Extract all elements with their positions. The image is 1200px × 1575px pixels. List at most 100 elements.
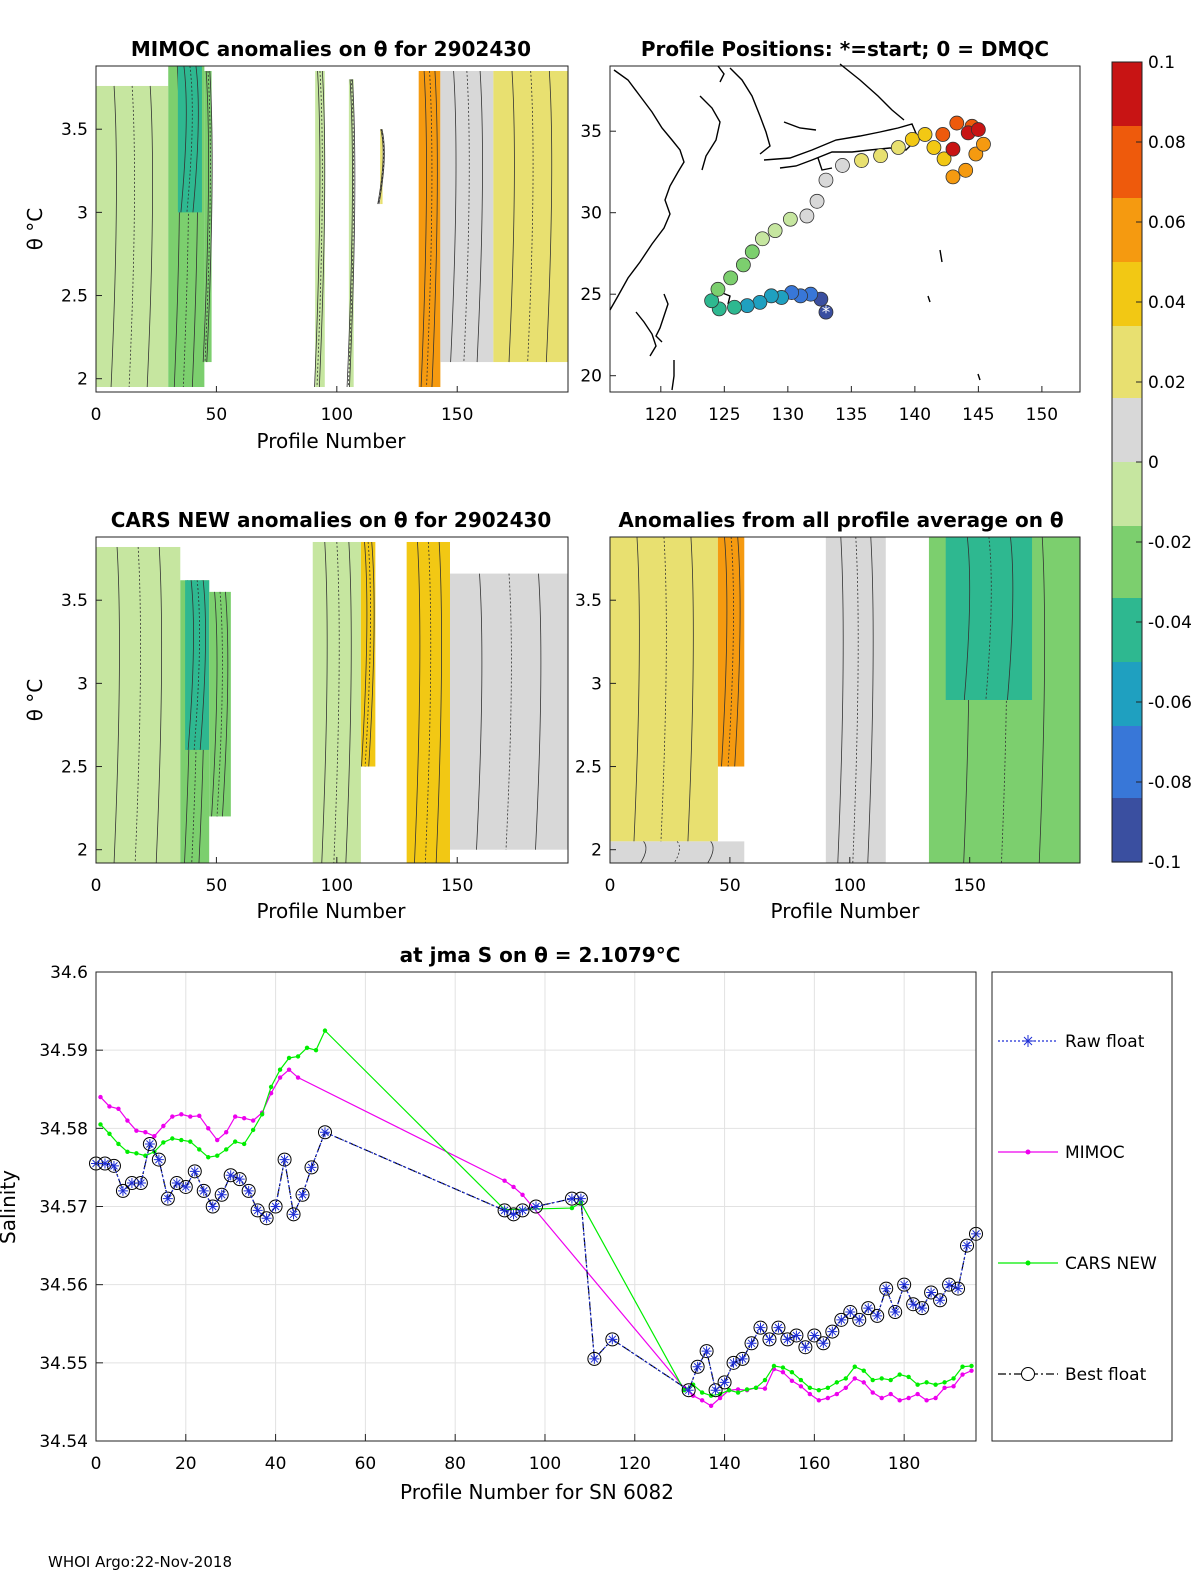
data-point <box>225 1170 236 1181</box>
anomaly-cell <box>610 841 745 863</box>
mimoc-anomaly-panel: MIMOC anomalies on θ for 2902430 0 50 100 1… <box>23 37 569 453</box>
data-point <box>969 1363 974 1369</box>
anomaly-cell <box>315 70 325 388</box>
colorbar-step <box>1112 326 1142 335</box>
profile-position <box>970 122 986 137</box>
profile-positions-panel: Profile Positions: *=start; 0 = DMQC * 1… <box>580 37 1081 425</box>
profile-position <box>949 115 965 131</box>
colorbar-step <box>1112 758 1142 767</box>
colorbar-tick-label: -0.1 <box>1148 853 1181 873</box>
contour-line <box>192 65 199 213</box>
map-ticks: 120 125 130 135 140 145 150 20 25 30 35 <box>580 122 1058 425</box>
colorbar-step <box>1112 166 1142 175</box>
data-point <box>232 1139 238 1144</box>
data-point <box>270 1201 281 1212</box>
mimoc-title: MIMOC anomalies on θ for 2902430 <box>131 37 531 61</box>
profile-position <box>935 127 951 142</box>
contour-line <box>378 129 385 205</box>
profile-position <box>799 208 815 224</box>
contour-line <box>113 546 120 864</box>
data-point <box>897 1372 902 1377</box>
colorbar-step <box>1112 558 1142 567</box>
contour-line <box>640 841 647 864</box>
legend-label: Raw float <box>1065 1032 1145 1052</box>
start-marker: * <box>822 303 831 323</box>
x-tick-label: 0 <box>91 1454 102 1474</box>
data-point <box>286 1067 292 1072</box>
colorbar-step <box>1112 78 1142 87</box>
y-tick-label: 20 <box>580 367 602 387</box>
colorbar-tick-label: 0.1 <box>1148 53 1175 73</box>
data-point <box>116 1141 121 1147</box>
colorbar-step <box>1112 582 1142 591</box>
contour-line <box>377 129 384 205</box>
data-point <box>589 1353 600 1364</box>
colorbar-step <box>1112 318 1142 327</box>
data-point <box>178 1179 193 1194</box>
colorbar-step <box>1112 614 1142 623</box>
data-point <box>241 1141 247 1147</box>
data-point <box>962 1240 973 1251</box>
x-tick-label: 40 <box>265 1454 287 1474</box>
y-tick-label: 2.5 <box>575 758 602 778</box>
profile-position <box>936 151 952 167</box>
colorbar-step <box>1112 222 1142 231</box>
data-point <box>773 1322 784 1333</box>
data-point <box>942 1380 947 1385</box>
data-point <box>726 1387 732 1393</box>
colorbar-step <box>1112 270 1142 279</box>
data-point <box>960 1238 975 1253</box>
y-tick-label: 2.5 <box>61 758 88 778</box>
data-point <box>762 1332 777 1347</box>
data-point <box>517 1205 528 1216</box>
colorbar-step <box>1112 190 1142 199</box>
data-point <box>771 1320 786 1335</box>
data-point <box>915 1301 930 1316</box>
data-point <box>762 1386 768 1391</box>
colorbar-step <box>1112 806 1142 815</box>
colorbar-step <box>1112 302 1142 311</box>
data-point <box>791 1330 802 1341</box>
legend-marker <box>1025 1260 1031 1266</box>
data-point <box>708 1403 714 1409</box>
data-point <box>151 1152 166 1167</box>
profile-position <box>818 304 834 320</box>
data-point <box>241 1183 256 1198</box>
colorbar-step <box>1112 566 1142 575</box>
data-point <box>214 1187 229 1202</box>
anomaly-cell <box>185 580 210 750</box>
colorbar-step <box>1112 646 1142 655</box>
y-tick-label: 30 <box>580 204 602 224</box>
contour-line <box>505 573 512 850</box>
x-tick-label: 0 <box>91 876 102 896</box>
data-point <box>198 1185 209 1196</box>
y-tick-label: 3 <box>77 674 88 694</box>
data-point <box>277 1075 283 1080</box>
data-point <box>852 1364 857 1369</box>
map-axes-box <box>609 65 1081 393</box>
data-point <box>843 1305 858 1320</box>
data-point <box>708 1383 723 1398</box>
colorbar-step <box>1112 638 1142 647</box>
data-point <box>890 1307 901 1318</box>
data-point <box>497 1203 512 1218</box>
anomaly-cell <box>450 573 568 850</box>
data-point <box>288 1209 299 1220</box>
colorbar-step <box>1112 518 1142 527</box>
cars-title: CARS NEW anomalies on θ for 2902430 <box>111 508 552 532</box>
anomaly-cell <box>312 541 361 863</box>
colorbar-step <box>1112 478 1142 487</box>
data-point <box>863 1303 874 1314</box>
data-point <box>216 1189 227 1200</box>
data-point <box>870 1390 875 1395</box>
data-point <box>719 1377 730 1388</box>
colorbar-step <box>1112 686 1142 695</box>
anomaly-cell <box>96 85 169 388</box>
y-tick-label: 2 <box>591 841 602 861</box>
contour-line <box>414 541 421 864</box>
data-point <box>737 1353 748 1364</box>
colorbar-step <box>1112 286 1142 295</box>
colorbar-step <box>1112 790 1142 799</box>
data-point <box>915 1382 920 1387</box>
data-point <box>250 1203 265 1218</box>
